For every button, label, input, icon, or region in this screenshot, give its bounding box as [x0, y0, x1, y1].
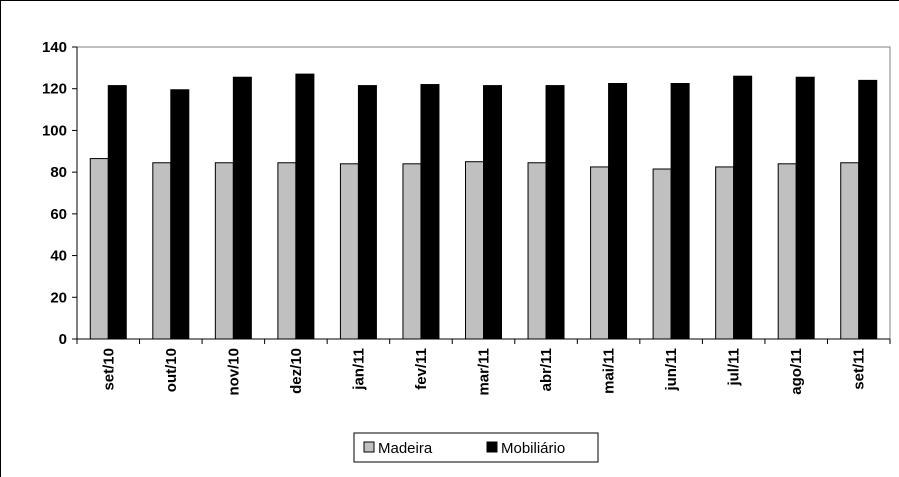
x-tick-label: out/10	[163, 348, 180, 392]
bar-madeira-12	[840, 162, 860, 340]
legend: Madeira Mobiliário	[353, 432, 599, 463]
bar-mobili-rio-10	[733, 75, 753, 340]
x-tick-label: nov/10	[225, 348, 242, 396]
y-tick-label: 20	[50, 289, 67, 306]
y-tick-label: 60	[50, 206, 67, 223]
y-tick-label: 100	[42, 122, 67, 139]
y-tick-label: 120	[42, 81, 67, 98]
bar-mobili-rio-11	[795, 76, 815, 340]
bar-mobili-rio-6	[483, 85, 502, 340]
bar-mobili-rio-0	[107, 85, 127, 340]
bar-madeira-2	[214, 162, 234, 340]
bar-madeira-9	[652, 168, 672, 340]
bar-mobili-rio-9	[670, 83, 690, 340]
bar-mobili-rio-3	[295, 73, 315, 340]
x-tick-label: jun/11	[663, 348, 680, 392]
bar-mobili-rio-4	[357, 85, 377, 340]
x-tick-label: set/10	[100, 348, 117, 391]
y-tick-label: 0	[59, 331, 67, 348]
x-tick-label: mar/11	[476, 348, 493, 396]
x-tick-label: dez/10	[288, 348, 305, 394]
bar-madeira-7	[527, 162, 547, 340]
x-tick-label: jul/11	[726, 348, 743, 387]
bar-madeira-11	[777, 163, 797, 340]
x-axis: set/10 out/10 nov/10 dez/10 jan/11 fev/11 mar/…	[76, 338, 891, 396]
bar-mobili-rio-12	[858, 79, 878, 340]
legend-box	[353, 432, 599, 463]
bar-mobili-rio-1	[170, 89, 190, 340]
bar-mobili-rio-8	[608, 83, 628, 340]
x-tick-label: fev/11	[413, 348, 430, 390]
x-tick-label: ago/11	[788, 348, 805, 395]
bar-mobili-rio-2	[232, 76, 252, 340]
bar-mobili-rio-5	[420, 84, 440, 340]
bar-madeira-10	[715, 166, 735, 340]
y-tick-label: 140	[42, 39, 67, 56]
x-tick-label: abr/11	[538, 348, 555, 391]
bar-madeira-1	[152, 162, 172, 340]
bar-madeira-0	[89, 158, 109, 340]
legend-swatch-0	[363, 441, 375, 453]
bar-mobili-rio-7	[545, 85, 565, 340]
bars	[89, 73, 878, 340]
x-tick-label: jan/11	[350, 348, 367, 391]
bar-madeira-3	[277, 162, 297, 340]
y-axis: 0 20 40 60 80 100 120 140	[42, 39, 78, 348]
bar-madeira-6	[465, 161, 484, 340]
y-tick-label: 40	[50, 248, 67, 265]
bar-madeira-5	[402, 163, 422, 340]
x-tick-label: set/11	[851, 348, 868, 390]
legend-label-0: Madeira	[378, 440, 433, 457]
legend-label-1: Mobiliário	[501, 440, 565, 457]
y-tick-label: 80	[50, 164, 67, 181]
legend-swatch-1	[486, 441, 498, 453]
bar-madeira-8	[590, 166, 610, 340]
x-tick-label: mai/11	[601, 348, 618, 394]
bar-madeira-4	[339, 163, 359, 340]
